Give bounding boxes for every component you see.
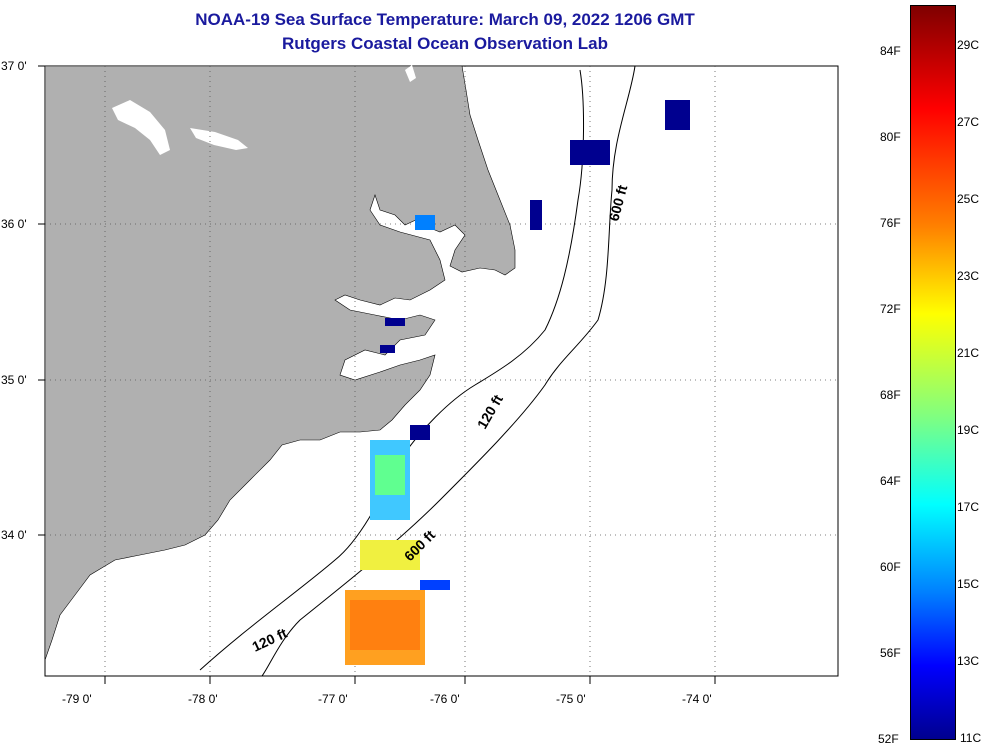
colorbar-c-label: 23C [957,269,980,283]
lat-label: 34 0' [1,528,27,542]
lon-label: -79 0' [62,692,92,706]
inland-water [190,128,248,150]
inland-water [112,100,170,155]
colorbar-f-label: 52F [878,732,899,746]
map-subtitle: Rutgers Coastal Ocean Observation Lab [282,34,608,53]
lat-label: 35 0' [1,373,27,387]
colorbar-f-label: 72F [880,302,901,316]
inland-water [405,65,416,82]
lon-label: -78 0' [188,692,218,706]
axis-ticks [38,65,716,684]
colorbar [910,5,956,740]
colorbar-f-label: 56F [880,646,901,660]
colorbar-f-label: 64F [880,474,901,488]
lon-label: -77 0' [318,692,348,706]
colorbar-f-label: 60F [880,560,901,574]
colorbar-c-label: 17C [957,500,980,514]
colorbar-c-label: 11C [960,731,982,745]
colorbar-f-label: 84F [880,44,901,58]
colorbar-c-label: 15C [957,577,980,591]
depth-contours [199,65,636,677]
land-mass [44,65,516,661]
colorbar-c-label: 25C [957,192,980,206]
lat-label: 36 0' [1,217,27,231]
lon-label: -75 0' [556,692,586,706]
colorbar-c-label: 27C [957,115,980,129]
colorbar-c-label: 21C [957,346,980,360]
sst-data [345,100,690,665]
colorbar-f-label: 68F [880,388,901,402]
colorbar-c-label: 19C [957,423,980,437]
map-title: NOAA-19 Sea Surface Temperature: March 0… [195,10,695,29]
lat-label: 37 0' [1,59,27,73]
colorbar-c-label: 29C [957,38,980,52]
colorbar-f-label: 76F [880,216,901,230]
grid-lines [45,66,838,676]
colorbar-f-label: 80F [880,130,901,144]
colorbar-c-label: 13C [957,654,980,668]
lon-label: -74 0' [682,692,712,706]
lon-label: -76 0' [430,692,460,706]
